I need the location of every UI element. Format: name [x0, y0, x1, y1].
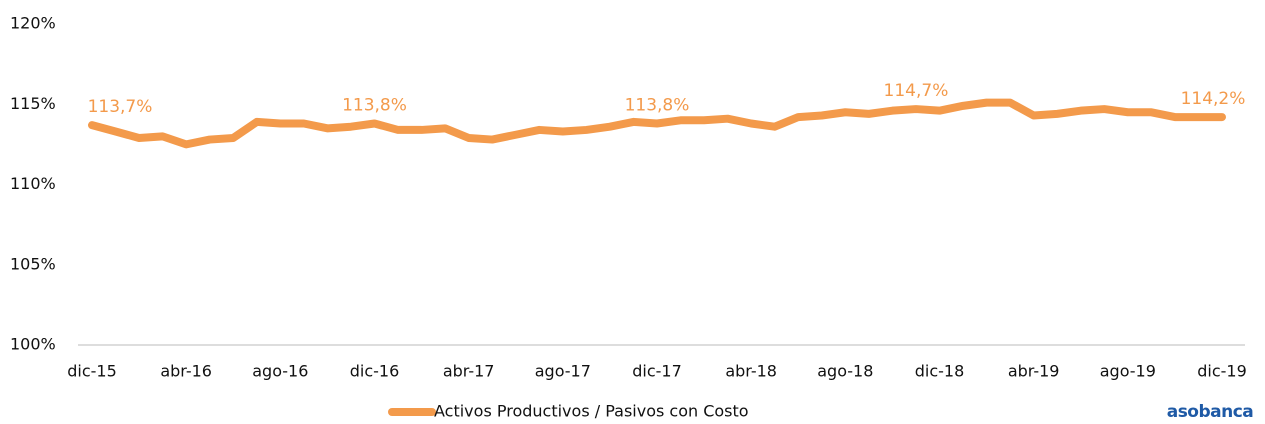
x-tick-label: ago-16	[252, 362, 308, 381]
line	[88, 98, 1226, 149]
x-tick-label: ago-17	[535, 362, 591, 381]
y-tick-label: 120%	[10, 14, 56, 33]
legend-label: Activos Productivos / Pasivos con Costo	[434, 402, 749, 421]
x-tick-label: abr-18	[725, 362, 777, 381]
x-tick-label: abr-16	[160, 362, 212, 381]
data-label: 114,2%	[1181, 89, 1246, 109]
y-tick-label: 115%	[10, 94, 56, 113]
y-tick-label: 100%	[10, 335, 56, 354]
data-label: 114,7%	[884, 81, 949, 101]
x-tick-label: ago-18	[817, 362, 873, 381]
x-tick-label: dic-16	[350, 362, 400, 381]
x-tick-label: abr-17	[443, 362, 495, 381]
y-tick-label: 110%	[10, 174, 56, 193]
x-tick-label: dic-17	[632, 362, 682, 381]
data-label: 113,8%	[625, 96, 690, 116]
x-tick-label: dic-15	[67, 362, 117, 381]
x-tick-label: dic-18	[915, 362, 965, 381]
x-tick-label: abr-19	[1008, 362, 1060, 381]
data-label: 113,8%	[342, 96, 407, 116]
logo: asobanca	[1167, 402, 1254, 422]
x-tick-label: dic-19	[1197, 362, 1247, 381]
data-label: 113,7%	[88, 97, 153, 117]
x-tick-label: ago-19	[1100, 362, 1156, 381]
y-tick-label: 105%	[10, 254, 56, 273]
